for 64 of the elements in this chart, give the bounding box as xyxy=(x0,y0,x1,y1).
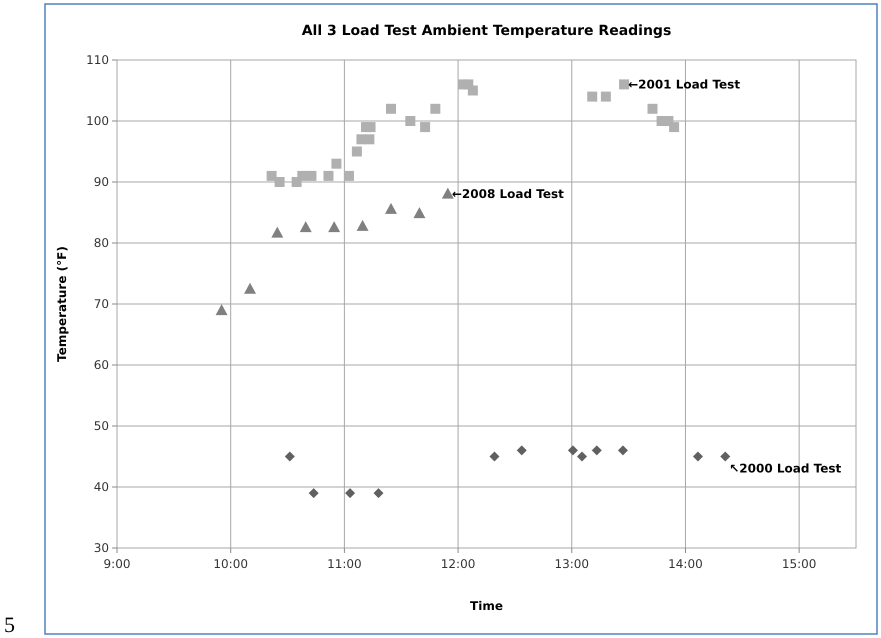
point xyxy=(669,122,680,132)
y-tick-label: 70 xyxy=(94,297,109,312)
point xyxy=(468,86,478,96)
point xyxy=(300,221,312,232)
point xyxy=(356,220,369,231)
point xyxy=(600,92,611,102)
point xyxy=(516,445,527,456)
point xyxy=(619,79,630,90)
point xyxy=(720,452,730,462)
point xyxy=(244,282,256,294)
point xyxy=(442,188,454,199)
point xyxy=(364,134,374,144)
point xyxy=(385,202,397,214)
point xyxy=(345,488,356,498)
point xyxy=(274,177,285,187)
point xyxy=(405,116,416,126)
point xyxy=(420,122,430,132)
x-tick-label: 9:00 xyxy=(104,557,130,571)
point xyxy=(297,170,308,181)
x-tick-label: 11:00 xyxy=(327,557,362,571)
point xyxy=(489,452,500,462)
y-tick-label: 30 xyxy=(94,541,109,556)
y-tick-label: 60 xyxy=(94,358,109,372)
point xyxy=(692,452,703,462)
point xyxy=(647,104,658,114)
point xyxy=(373,488,384,498)
point xyxy=(577,452,587,462)
x-tick-label: 15:00 xyxy=(782,557,816,571)
point xyxy=(216,304,228,316)
y-tick-label: 110 xyxy=(86,53,109,68)
x-tick-label: 10:00 xyxy=(213,557,248,571)
point xyxy=(366,122,376,132)
point xyxy=(271,226,284,238)
x-axis-title: Time xyxy=(470,599,503,613)
point xyxy=(328,221,340,232)
y-tick-label: 40 xyxy=(94,480,109,494)
point xyxy=(386,104,396,114)
point xyxy=(618,445,628,456)
annotation: ↖2000 Load Test xyxy=(729,462,842,476)
text: 5 xyxy=(4,612,15,637)
point xyxy=(568,445,578,456)
point xyxy=(352,146,362,156)
chart-title: All 3 Load Test Ambient Temperature Readings xyxy=(302,23,672,39)
y-axis-title: Temperature (°F) xyxy=(55,246,69,362)
annotation: ←2001 Load Test xyxy=(628,78,740,92)
x-tick-label: 13:00 xyxy=(554,557,590,571)
point xyxy=(344,170,354,181)
point xyxy=(323,170,334,181)
x-tick-label: 12:00 xyxy=(440,557,476,571)
y-tick-label: 80 xyxy=(94,236,109,250)
point xyxy=(331,158,342,169)
y-tick-label: 50 xyxy=(94,419,109,434)
point xyxy=(308,488,319,498)
point xyxy=(587,92,598,102)
y-tick-label: 100 xyxy=(86,114,109,128)
point xyxy=(430,104,440,114)
annotation: ←2008 Load Test xyxy=(452,186,564,201)
x-tick-label: 14:00 xyxy=(668,557,703,571)
point xyxy=(266,170,277,181)
y-tick-label: 90 xyxy=(94,175,109,190)
point xyxy=(284,452,295,462)
point xyxy=(413,207,426,218)
point xyxy=(306,170,316,181)
point xyxy=(592,445,602,456)
